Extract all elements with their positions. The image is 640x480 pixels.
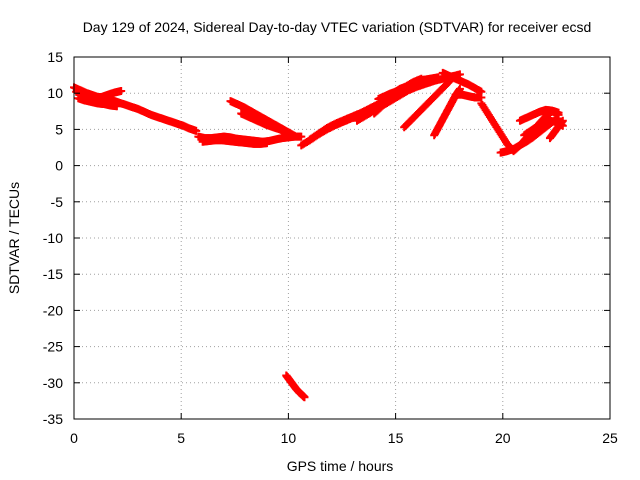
y-tick-label: -20	[43, 302, 63, 318]
axis-ticks: 0 5 10 15 20 25 15 10 5 0 -5 -10 -15 -20 -25 -30 -35	[43, 49, 618, 446]
series-track-c	[74, 94, 121, 111]
y-tick-label: 5	[55, 121, 63, 137]
y-tick-label: -35	[43, 411, 63, 427]
data-point	[554, 108, 563, 117]
series-track-o	[438, 68, 486, 96]
series-track-f	[226, 97, 299, 140]
series-track-s	[515, 105, 563, 125]
data-point	[444, 78, 453, 87]
data-point	[558, 116, 567, 125]
data-point	[117, 87, 126, 96]
x-tick-label: 0	[70, 430, 78, 446]
y-tick-label: -25	[43, 339, 63, 355]
series-track-u	[545, 116, 567, 143]
x-axis-label: GPS time / hours	[287, 458, 394, 474]
grid	[74, 57, 610, 419]
data-point	[192, 126, 201, 135]
y-tick-label: -30	[43, 375, 63, 391]
series-track-g	[237, 109, 291, 137]
data-point	[112, 102, 121, 111]
x-tick-label: 5	[177, 430, 185, 446]
series-track-p	[451, 90, 486, 102]
data-point	[262, 139, 271, 148]
y-tick-label: -15	[43, 266, 63, 282]
series-track-e	[198, 136, 271, 148]
data-marks	[70, 68, 567, 402]
data-point	[300, 393, 309, 402]
data-point	[282, 128, 291, 137]
x-tick-label: 10	[281, 430, 297, 446]
x-tick-label: 25	[602, 430, 618, 446]
y-axis-label: SDTVAR / TECUs	[6, 182, 22, 294]
y-tick-label: 15	[47, 49, 63, 65]
series-track-a	[70, 83, 201, 135]
y-tick-label: 0	[55, 158, 63, 174]
y-tick-label: 10	[47, 85, 63, 101]
series-track-l	[374, 75, 434, 103]
chart-title: Day 129 of 2024, Sidereal Day-to-day VTE…	[83, 19, 592, 35]
data-point	[425, 75, 434, 84]
x-tick-label: 20	[495, 430, 511, 446]
y-tick-label: -5	[51, 194, 64, 210]
series-track-m	[400, 77, 454, 132]
data-point	[290, 131, 299, 140]
x-tick-label: 15	[388, 430, 404, 446]
y-tick-label: -10	[43, 230, 63, 246]
series-track-v	[282, 371, 309, 402]
